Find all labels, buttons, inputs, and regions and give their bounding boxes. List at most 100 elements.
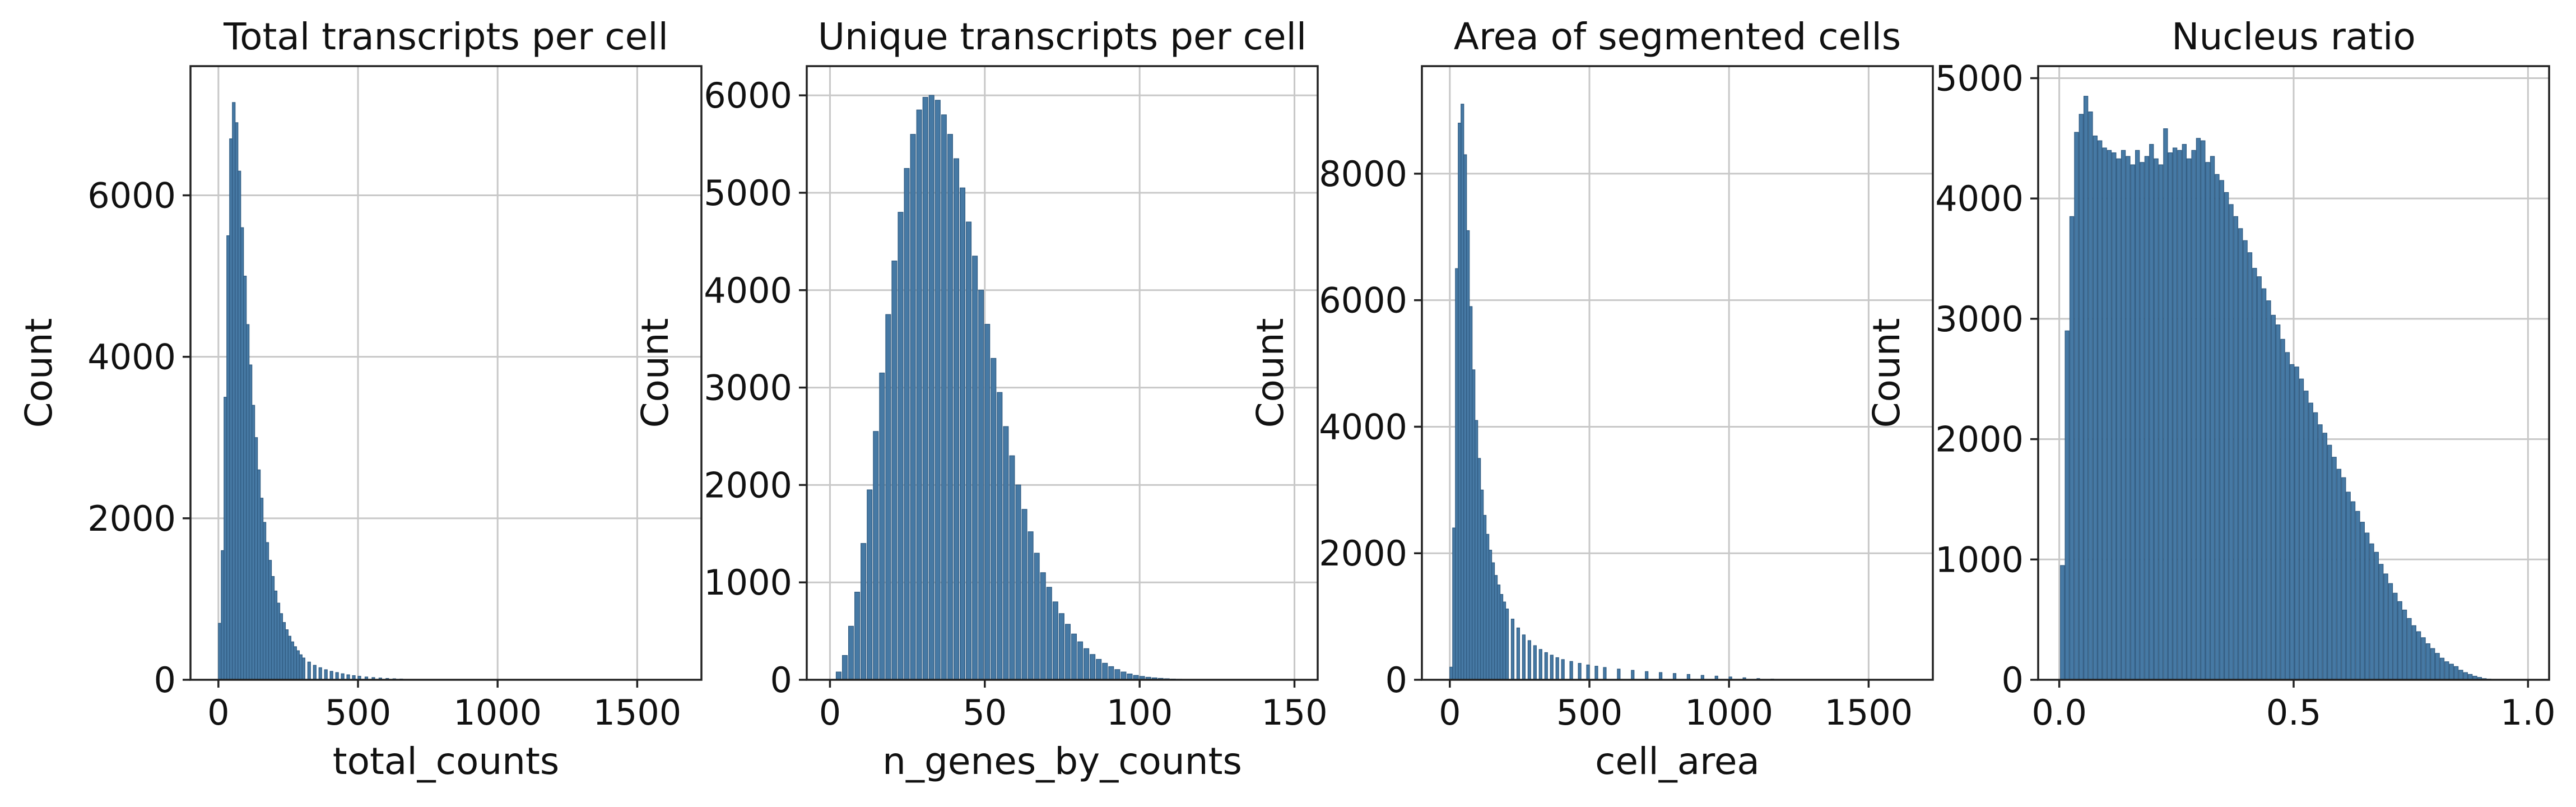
- histogram-bar: [1466, 230, 1470, 680]
- histogram-bar: [1449, 666, 1453, 680]
- histogram-bar: [1052, 601, 1058, 680]
- histogram-bar: [1040, 572, 1046, 680]
- histogram-bar: [2112, 152, 2117, 680]
- histogram-bar: [972, 256, 978, 680]
- histogram-bar: [2407, 618, 2412, 680]
- histogram-bar: [296, 650, 300, 680]
- histogram-bar: [2224, 192, 2229, 680]
- histogram-bar: [2280, 338, 2285, 680]
- histogram-bar: [2458, 670, 2463, 680]
- histogram-bar: [224, 397, 227, 680]
- histogram-bar: [2257, 276, 2262, 680]
- x-tick-label: 100: [1106, 692, 1173, 733]
- y-tick-label: 5000: [1935, 58, 2024, 99]
- y-tick-label: 5000: [704, 173, 792, 214]
- histogram-bar: [2397, 601, 2402, 680]
- histogram-bar: [2210, 156, 2215, 680]
- x-tick-label: 500: [325, 692, 391, 733]
- x-tick-label: 0.5: [2266, 692, 2322, 733]
- histogram-bar: [2444, 661, 2449, 680]
- histogram-bar: [2332, 457, 2337, 680]
- histogram-bar: [2149, 143, 2154, 680]
- histogram-bar: [1617, 669, 1621, 680]
- histogram-bar: [2364, 532, 2370, 680]
- axes-frame: [1421, 65, 1934, 681]
- histogram-bar: [2313, 412, 2318, 680]
- histogram-bar: [1084, 648, 1090, 680]
- chart-title: Total transcripts per cell: [223, 15, 668, 58]
- histogram-bar: [1009, 455, 1015, 680]
- histogram-bar: [229, 138, 233, 680]
- histogram-bar: [282, 622, 286, 680]
- histogram-bar: [2093, 135, 2098, 680]
- histogram-bar: [2247, 252, 2253, 680]
- histogram-bar: [1550, 655, 1554, 680]
- histogram-bar: [1480, 489, 1484, 680]
- histogram-bar: [1071, 633, 1077, 680]
- histogram-bar: [2299, 378, 2304, 680]
- y-tick-label: 6000: [704, 75, 792, 116]
- histogram-bar: [2102, 147, 2107, 680]
- histogram-bar: [2140, 162, 2145, 680]
- histogram-bar: [2201, 140, 2206, 680]
- histogram-bar: [879, 372, 885, 680]
- histogram-bar: [841, 655, 848, 680]
- histogram-bar: [2158, 164, 2164, 680]
- histogram-bar: [2083, 96, 2089, 680]
- histogram-bar: [2271, 314, 2276, 680]
- histogram-bar: [226, 235, 230, 680]
- histogram-bar: [1021, 509, 1027, 680]
- histogram-bar: [1058, 613, 1064, 680]
- histogram-bar: [2261, 288, 2267, 680]
- histogram-bar: [2402, 609, 2407, 680]
- histogram-bar: [1494, 575, 1498, 680]
- histogram-bar: [2219, 180, 2224, 680]
- x-tick-label: 500: [1556, 692, 1622, 733]
- histogram-bar: [1496, 585, 1501, 680]
- y-tick-label: 1000: [704, 562, 792, 603]
- y-axis-label: Count: [634, 318, 677, 428]
- histogram-bar: [1120, 671, 1127, 680]
- histogram-bar: [1603, 667, 1607, 680]
- histogram-bar: [2098, 140, 2103, 680]
- y-tick-label: 2000: [1935, 419, 2024, 460]
- histogram-bar: [934, 100, 941, 680]
- histogram-bar: [2238, 228, 2243, 680]
- histogram-bar: [928, 95, 934, 680]
- histogram-bar: [1034, 553, 1040, 680]
- histogram-bar: [221, 550, 225, 680]
- histogram-bar: [2449, 664, 2454, 680]
- histogram-bar: [2341, 477, 2346, 680]
- histogram-bar: [1522, 634, 1526, 680]
- y-tick-label: 8000: [1319, 154, 1407, 194]
- histogram-bar: [2308, 402, 2313, 680]
- histogram-bar: [329, 671, 333, 680]
- histogram-bar: [2205, 162, 2210, 680]
- bars: [2060, 96, 2524, 680]
- histogram-bar: [1064, 624, 1071, 680]
- histogram-bar: [2243, 240, 2248, 680]
- histogram-bar: [1533, 645, 1537, 680]
- histogram-bar: [984, 323, 991, 680]
- histogram-bar: [2144, 156, 2150, 680]
- y-tick-label: 0: [2002, 660, 2024, 701]
- y-tick-label: 6000: [87, 175, 176, 216]
- histogram-bar: [1586, 664, 1590, 680]
- histogram-bar: [2439, 657, 2445, 680]
- x-tick-label: 1000: [453, 692, 542, 733]
- y-tick-label: 4000: [1935, 178, 2024, 219]
- y-tick-label: 3000: [1935, 299, 2024, 340]
- histogram-bar: [2360, 522, 2365, 680]
- histogram-bar: [318, 667, 322, 680]
- histogram-bar: [835, 671, 841, 680]
- chart-title: Unique transcripts per cell: [818, 15, 1307, 58]
- histogram-bar: [941, 114, 947, 680]
- histogram-bar: [2411, 625, 2416, 680]
- histogram-bar: [2322, 433, 2328, 680]
- histogram-bar: [1505, 608, 1509, 680]
- histogram-bar: [1527, 640, 1531, 680]
- x-tick-label: 1.0: [2500, 692, 2556, 733]
- histogram-bar: [2079, 114, 2084, 680]
- histogram-bar: [910, 134, 916, 680]
